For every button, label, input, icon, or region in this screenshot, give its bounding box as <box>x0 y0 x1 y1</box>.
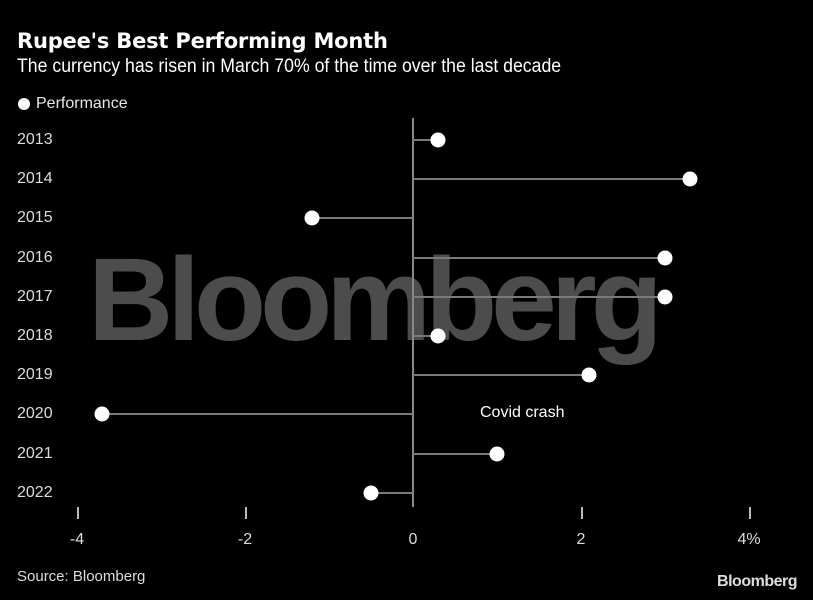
x-axis-tick-label: 4% <box>737 531 761 548</box>
data-point-2014 <box>682 171 698 187</box>
legend: Performance <box>18 95 128 113</box>
data-point-2015 <box>304 210 320 226</box>
x-axis-tick <box>77 507 79 519</box>
lollipop-stem <box>413 256 665 259</box>
x-axis-tick-label: 2 <box>576 531 586 548</box>
chart-title: Rupee's Best Performing Month <box>17 29 388 53</box>
zero-axis-line <box>412 118 414 507</box>
lollipop-stem <box>312 217 413 220</box>
x-axis-tick-label: -2 <box>237 531 253 548</box>
lollipop-stem <box>413 335 439 337</box>
data-point-2022 <box>363 485 379 501</box>
lollipop-stem <box>413 374 590 377</box>
lollipop-stem <box>102 413 413 416</box>
lollipop-stem <box>371 491 413 494</box>
data-point-2019 <box>581 367 597 383</box>
data-point-2017 <box>657 289 673 305</box>
bloomberg-logo: Bloomberg <box>717 573 797 590</box>
y-axis-label: 2018 <box>17 327 53 344</box>
lollipop-stem <box>413 452 497 455</box>
bloomberg-watermark: Bloomberg <box>88 234 663 366</box>
data-point-2018 <box>430 328 446 344</box>
x-axis-tick-label: 0 <box>408 531 418 548</box>
y-axis-label: 2014 <box>17 170 53 188</box>
lollipop-stem <box>413 178 691 181</box>
x-axis-tick <box>245 507 247 519</box>
x-axis-tick-label: -4 <box>69 531 85 548</box>
y-axis-label: 2017 <box>17 287 53 305</box>
y-axis-label: 2015 <box>17 209 53 227</box>
data-point-2020 <box>94 406 110 422</box>
y-axis-label: 2019 <box>17 366 53 384</box>
y-axis-label: 2021 <box>17 444 53 462</box>
x-axis-tick <box>749 507 751 519</box>
data-point-2016 <box>657 250 673 266</box>
source-note: Source: Bloomberg <box>17 568 146 585</box>
data-point-2013 <box>430 132 446 148</box>
y-axis-label: 2016 <box>17 248 53 266</box>
y-axis-label: 2020 <box>17 405 53 423</box>
lollipop-stem <box>413 295 665 298</box>
y-axis-label: 2022 <box>17 483 53 501</box>
x-axis-tick <box>581 507 583 519</box>
annotation-covid-crash: Covid crash <box>480 404 565 421</box>
legend-dot-icon <box>18 98 30 110</box>
data-point-2021 <box>489 446 505 462</box>
lollipop-stem <box>413 139 439 141</box>
chart-subtitle: The currency has risen in March 70% of t… <box>17 56 562 77</box>
legend-label: Performance <box>36 95 128 112</box>
y-axis-label: 2013 <box>17 131 53 148</box>
